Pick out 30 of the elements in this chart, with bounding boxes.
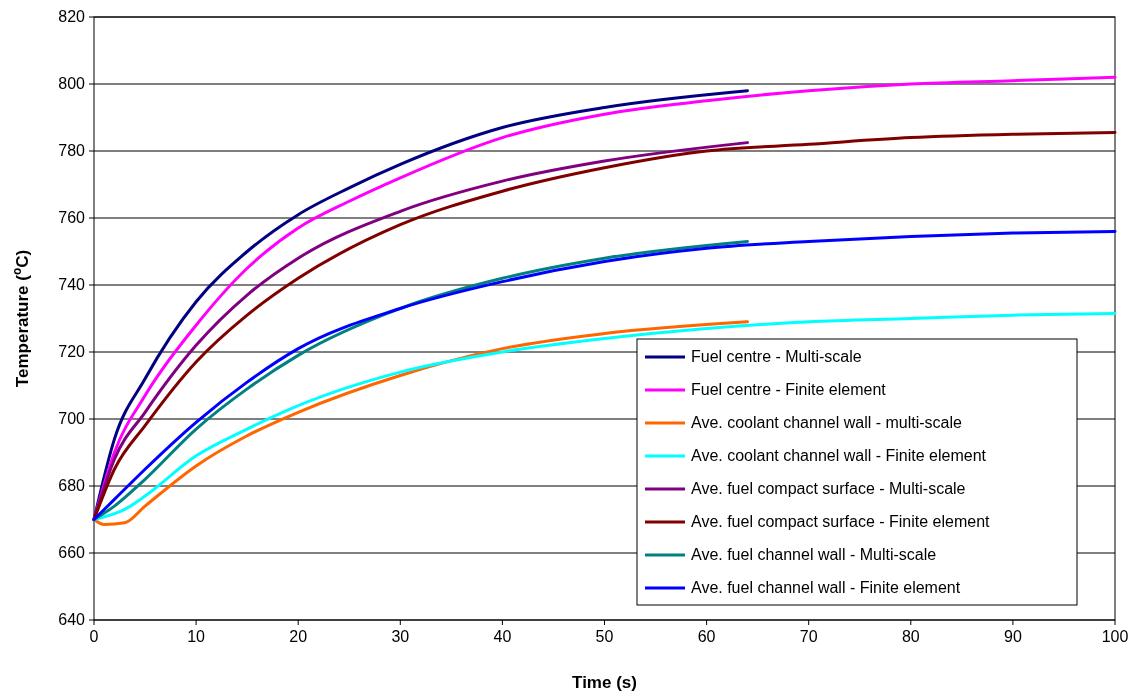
x-tick-label: 30 (391, 628, 410, 645)
y-tick-label: 760 (58, 209, 86, 226)
x-tick-label: 70 (799, 628, 818, 645)
y-tick-label: 740 (58, 276, 86, 293)
legend-label: Fuel centre - Multi-scale (691, 348, 862, 365)
legend-label: Ave. fuel channel wall - Multi-scale (691, 546, 937, 563)
legend-label: Ave. coolant channel wall - multi-scale (691, 414, 963, 431)
y-tick-label: 680 (58, 477, 86, 494)
x-tick-label: 80 (901, 628, 920, 645)
x-axis-title: Time (s) (572, 673, 637, 692)
legend-label: Ave. coolant channel wall - Finite element (691, 447, 987, 464)
legend-label: Ave. fuel compact surface - Finite element (691, 513, 991, 530)
x-tick-label: 20 (289, 628, 308, 645)
y-tick-label: 780 (58, 142, 86, 159)
y-tick-label: 640 (58, 611, 86, 628)
y-tick-label: 660 (58, 544, 86, 561)
x-tick-label: 10 (187, 628, 206, 645)
y-tick-label: 720 (58, 343, 86, 360)
x-tick-label: 90 (1004, 628, 1022, 645)
legend-label: Ave. fuel channel wall - Finite element (691, 579, 961, 596)
y-tick-label: 820 (58, 8, 86, 25)
x-tick-label: 50 (595, 628, 614, 645)
legend-label: Ave. fuel compact surface - Multi-scale (691, 480, 966, 497)
legend-label: Fuel centre - Finite element (691, 381, 887, 398)
y-tick-label: 800 (58, 75, 86, 92)
x-tick-label: 40 (493, 628, 512, 645)
x-tick-label: 60 (697, 628, 716, 645)
x-tick-label: 0 (89, 628, 99, 645)
x-tick-label: 100 (1101, 628, 1129, 645)
y-tick-label: 700 (58, 410, 86, 427)
